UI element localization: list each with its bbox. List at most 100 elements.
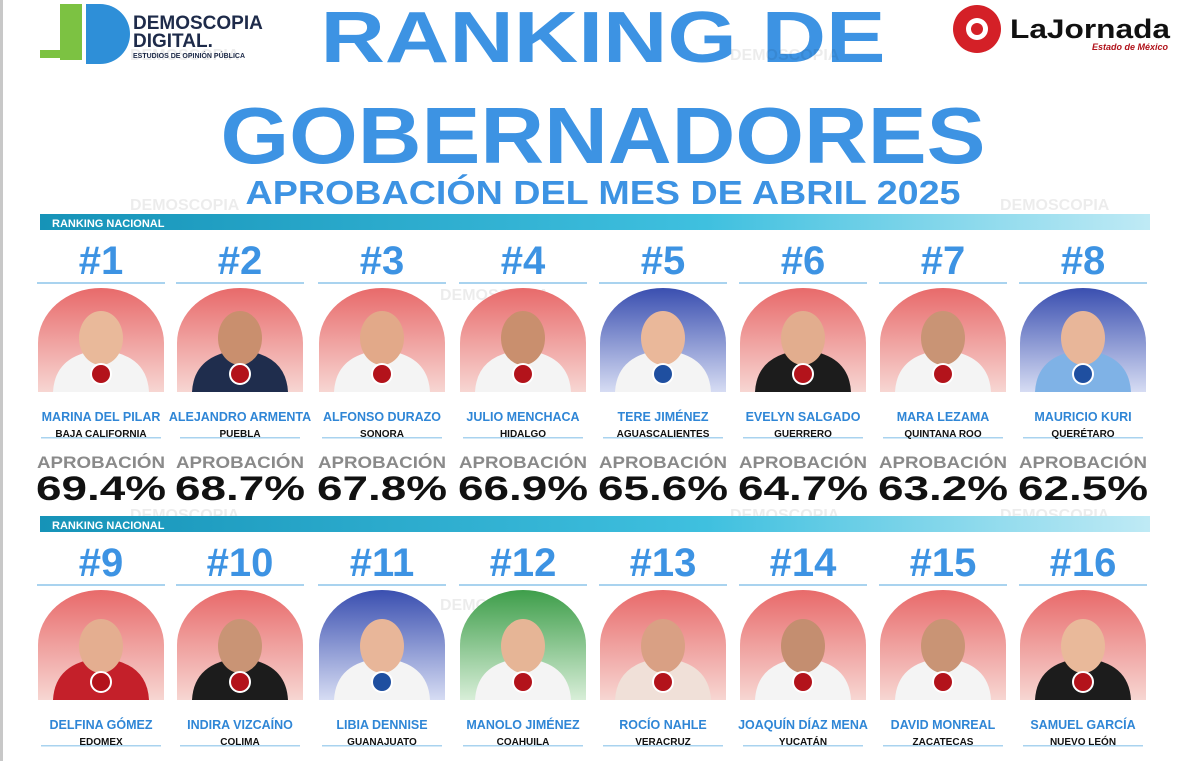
name-underline [322, 437, 442, 439]
ranking: DEMOSCOPIA DEMOSCOPIA DEMOSCOPIA DEMOSCOPIA… [36, 47, 1150, 748]
name: ALFONSO DURAZO [323, 410, 441, 424]
name: EVELYN SALGADO [746, 410, 861, 424]
divider [599, 584, 727, 586]
photo-head [1061, 311, 1105, 365]
name: DAVID MONREAL [891, 718, 996, 732]
state: GUANAJUATO [347, 737, 417, 748]
photo-head [79, 619, 123, 673]
photo-head [360, 311, 404, 365]
photo-head [360, 619, 404, 673]
divider [37, 584, 165, 586]
party-badge [512, 671, 534, 693]
divider [739, 584, 867, 586]
banner-label: RANKING NACIONAL [52, 520, 165, 532]
approval-value: 65.6% [598, 470, 728, 508]
divider [37, 282, 165, 284]
rank: #8 [1061, 239, 1106, 283]
party-badge [90, 671, 112, 693]
divider [176, 584, 304, 586]
photo-head [501, 311, 545, 365]
party-badge [371, 363, 393, 385]
banner-label: RANKING NACIONAL [52, 218, 165, 230]
state: EDOMEX [79, 737, 123, 748]
divider [176, 282, 304, 284]
name-underline [603, 745, 723, 747]
state: NUEVO LEÓN [1050, 735, 1116, 748]
state: YUCATÁN [779, 735, 827, 748]
photo-head [218, 311, 262, 365]
rank: #3 [360, 239, 405, 283]
rank: #13 [630, 541, 697, 585]
party-badge [932, 671, 954, 693]
state: BAJA CALIFORNIA [55, 429, 146, 440]
rank: #16 [1050, 541, 1117, 585]
state: AGUASCALIENTES [617, 429, 710, 440]
rank: #10 [207, 541, 274, 585]
party-badge [652, 671, 674, 693]
photo-head [641, 311, 685, 365]
logo-tagline: ESTUDIOS DE OPINIÓN PÚBLICA [133, 51, 245, 60]
rank: #1 [79, 239, 124, 283]
rank: #2 [218, 239, 263, 283]
logo-text: DEMOSCOPIA [133, 13, 263, 34]
divider [1019, 584, 1147, 586]
subtitle: APROBACIÓN DEL MES DE ABRIL 2025 [246, 174, 961, 211]
photo-head [921, 311, 965, 365]
approval-value: 64.7% [738, 470, 868, 508]
watermark: DEMOSCOPIA [130, 197, 240, 214]
approval-value: 69.4% [36, 470, 166, 508]
banner [40, 214, 1150, 230]
name-underline [1023, 745, 1143, 747]
approval-label: APROBACIÓN [176, 453, 304, 472]
name-underline [883, 745, 1003, 747]
approval-label: APROBACIÓN [459, 453, 587, 472]
state: COLIMA [220, 737, 259, 748]
party-badge [90, 363, 112, 385]
divider [1019, 282, 1147, 284]
photo-head [79, 311, 123, 365]
name-underline [883, 437, 1003, 439]
party-badge [792, 363, 814, 385]
rank: #9 [79, 541, 124, 585]
approval-value: 67.8% [317, 470, 447, 508]
name: MAURICIO KURI [1034, 410, 1131, 424]
party-badge [371, 671, 393, 693]
photo-head [781, 619, 825, 673]
state: COAHUILA [497, 737, 550, 748]
right-logo: LaJornada Estado de México [953, 5, 1171, 53]
name: ROCÍO NAHLE [619, 717, 707, 732]
banner [40, 516, 1150, 532]
name: MARA LEZAMA [897, 410, 990, 424]
title: RANKING DE [321, 0, 886, 78]
party-badge [1072, 671, 1094, 693]
approval-value: 63.2% [878, 470, 1008, 508]
rank: #7 [921, 239, 966, 283]
rank: #15 [910, 541, 977, 585]
divider [739, 282, 867, 284]
state: QUERÉTARO [1051, 427, 1114, 440]
logo-tagline: Estado de México [1092, 42, 1169, 52]
logo-text: LaJornada [1010, 14, 1171, 44]
state: SONORA [360, 429, 404, 440]
name-underline [743, 437, 863, 439]
approval-value: 62.5% [1018, 470, 1148, 508]
name: ALEJANDRO ARMENTA [169, 410, 311, 424]
name-underline [743, 745, 863, 747]
rank: #12 [490, 541, 557, 585]
approval-value: 66.9% [458, 470, 588, 508]
name-underline [41, 437, 161, 439]
name: LIBIA DENNISE [336, 718, 427, 732]
name: TERE JIMÉNEZ [618, 409, 709, 424]
state: GUERRERO [774, 429, 832, 440]
divider [318, 282, 446, 284]
state: ZACATECAS [913, 737, 974, 748]
approval-label: APROBACIÓN [37, 453, 165, 472]
photo-head [218, 619, 262, 673]
watermark: DEMOSCOPIA [1000, 197, 1110, 214]
approval-value: 68.7% [175, 470, 305, 508]
divider [459, 282, 587, 284]
rank: #6 [781, 239, 826, 283]
approval-label: APROBACIÓN [1019, 453, 1147, 472]
approval-label: APROBACIÓN [599, 453, 727, 472]
